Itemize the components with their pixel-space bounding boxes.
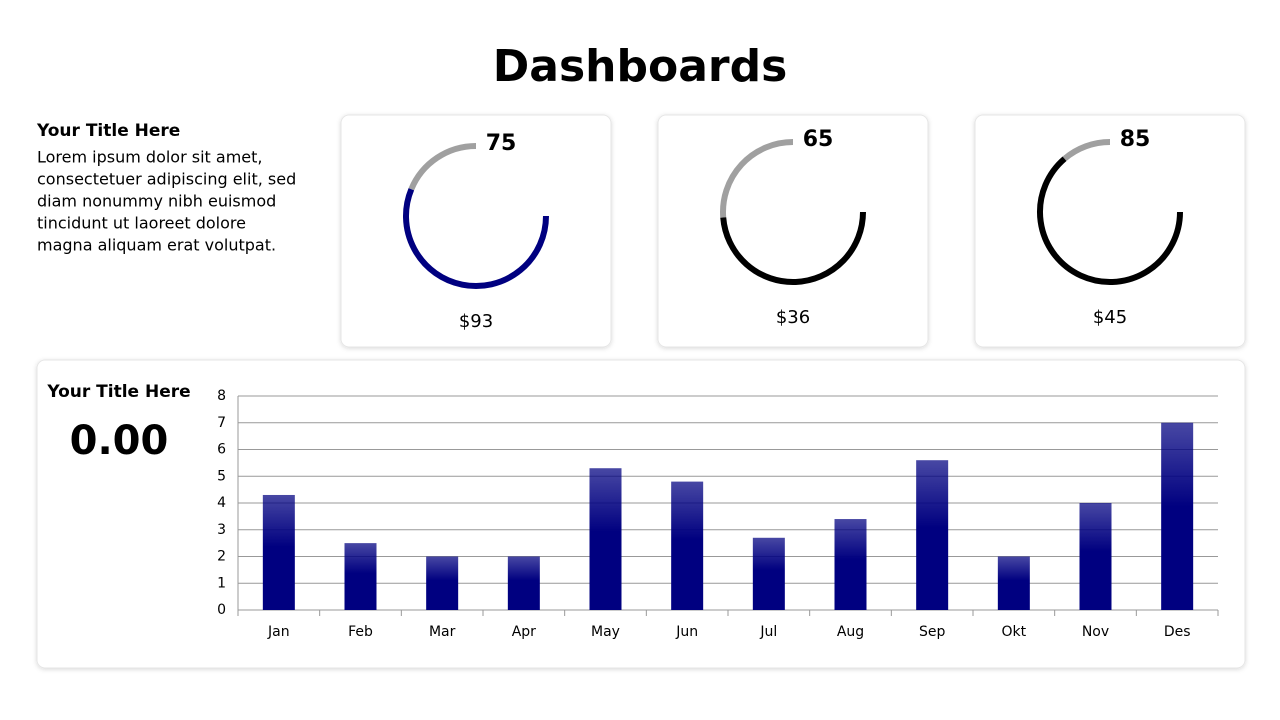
intro-line: magna aliquam erat volutpat. bbox=[37, 236, 276, 255]
y-tick-label: 8 bbox=[217, 388, 226, 404]
y-tick-label: 3 bbox=[217, 522, 226, 538]
x-tick-label: Feb bbox=[348, 624, 373, 640]
x-tick-label: Des bbox=[1164, 624, 1191, 640]
x-tick-label: Apr bbox=[512, 624, 536, 640]
gauge-value: 75 bbox=[486, 131, 517, 156]
y-tick-label: 5 bbox=[217, 468, 226, 484]
gauge-track bbox=[408, 143, 477, 191]
gauge-value: 65 bbox=[803, 127, 834, 152]
x-tick-label: Jun bbox=[675, 624, 698, 640]
intro-line: Lorem ipsum dolor sit amet, bbox=[37, 148, 263, 167]
bar bbox=[834, 519, 867, 610]
intro-body: Lorem ipsum dolor sit amet, consectetuer … bbox=[37, 148, 296, 255]
x-tick-label: Sep bbox=[919, 624, 946, 640]
intro-line: tincidunt ut laoreet dolore bbox=[37, 214, 246, 233]
card bbox=[974, 114, 1246, 348]
y-tick-label: 1 bbox=[217, 575, 226, 591]
y-tick-label: 4 bbox=[217, 495, 226, 511]
x-tick-label: Mar bbox=[429, 624, 456, 640]
x-tick-label: Okt bbox=[1002, 624, 1027, 640]
card bbox=[36, 359, 1246, 669]
intro-line: consectetuer adipiscing elit, sed bbox=[37, 170, 296, 189]
y-tick-label: 6 bbox=[217, 442, 226, 458]
intro-line: diam nonummy nibh euismod bbox=[37, 192, 276, 211]
y-tick-label: 2 bbox=[217, 549, 226, 565]
bar bbox=[916, 460, 949, 610]
x-tick-label: May bbox=[591, 624, 620, 640]
y-tick-label: 7 bbox=[217, 415, 226, 431]
page-title: Dashboards bbox=[493, 41, 788, 92]
gauge-track bbox=[720, 139, 794, 218]
gauge-arc bbox=[403, 188, 549, 289]
summary-value: 0.00 bbox=[70, 418, 169, 464]
gauge-arc bbox=[720, 211, 866, 285]
gauge-track bbox=[1062, 139, 1111, 162]
bar bbox=[426, 556, 459, 610]
bar bbox=[1161, 422, 1194, 610]
x-tick-label: Jan bbox=[267, 624, 290, 640]
x-tick-label: Aug bbox=[837, 624, 864, 640]
bar bbox=[997, 556, 1030, 610]
gauge-arc bbox=[1037, 156, 1183, 285]
y-tick-label: 0 bbox=[217, 602, 226, 618]
card bbox=[657, 114, 929, 348]
gauge-caption: $93 bbox=[459, 311, 493, 332]
bar bbox=[1079, 503, 1112, 610]
x-tick-label: Nov bbox=[1082, 624, 1109, 640]
x-tick-label: Jul bbox=[759, 624, 777, 640]
summary-title: Your Title Here bbox=[46, 382, 190, 402]
bar bbox=[344, 543, 377, 610]
bar bbox=[507, 556, 540, 610]
card bbox=[340, 114, 612, 348]
gauge-value: 85 bbox=[1120, 127, 1151, 152]
bar bbox=[752, 537, 785, 610]
gauge-caption: $36 bbox=[776, 307, 810, 328]
bar bbox=[671, 481, 704, 610]
bar bbox=[262, 494, 295, 610]
intro-title: Your Title Here bbox=[36, 121, 180, 141]
gauge-caption: $45 bbox=[1093, 307, 1127, 328]
bar bbox=[589, 468, 622, 610]
